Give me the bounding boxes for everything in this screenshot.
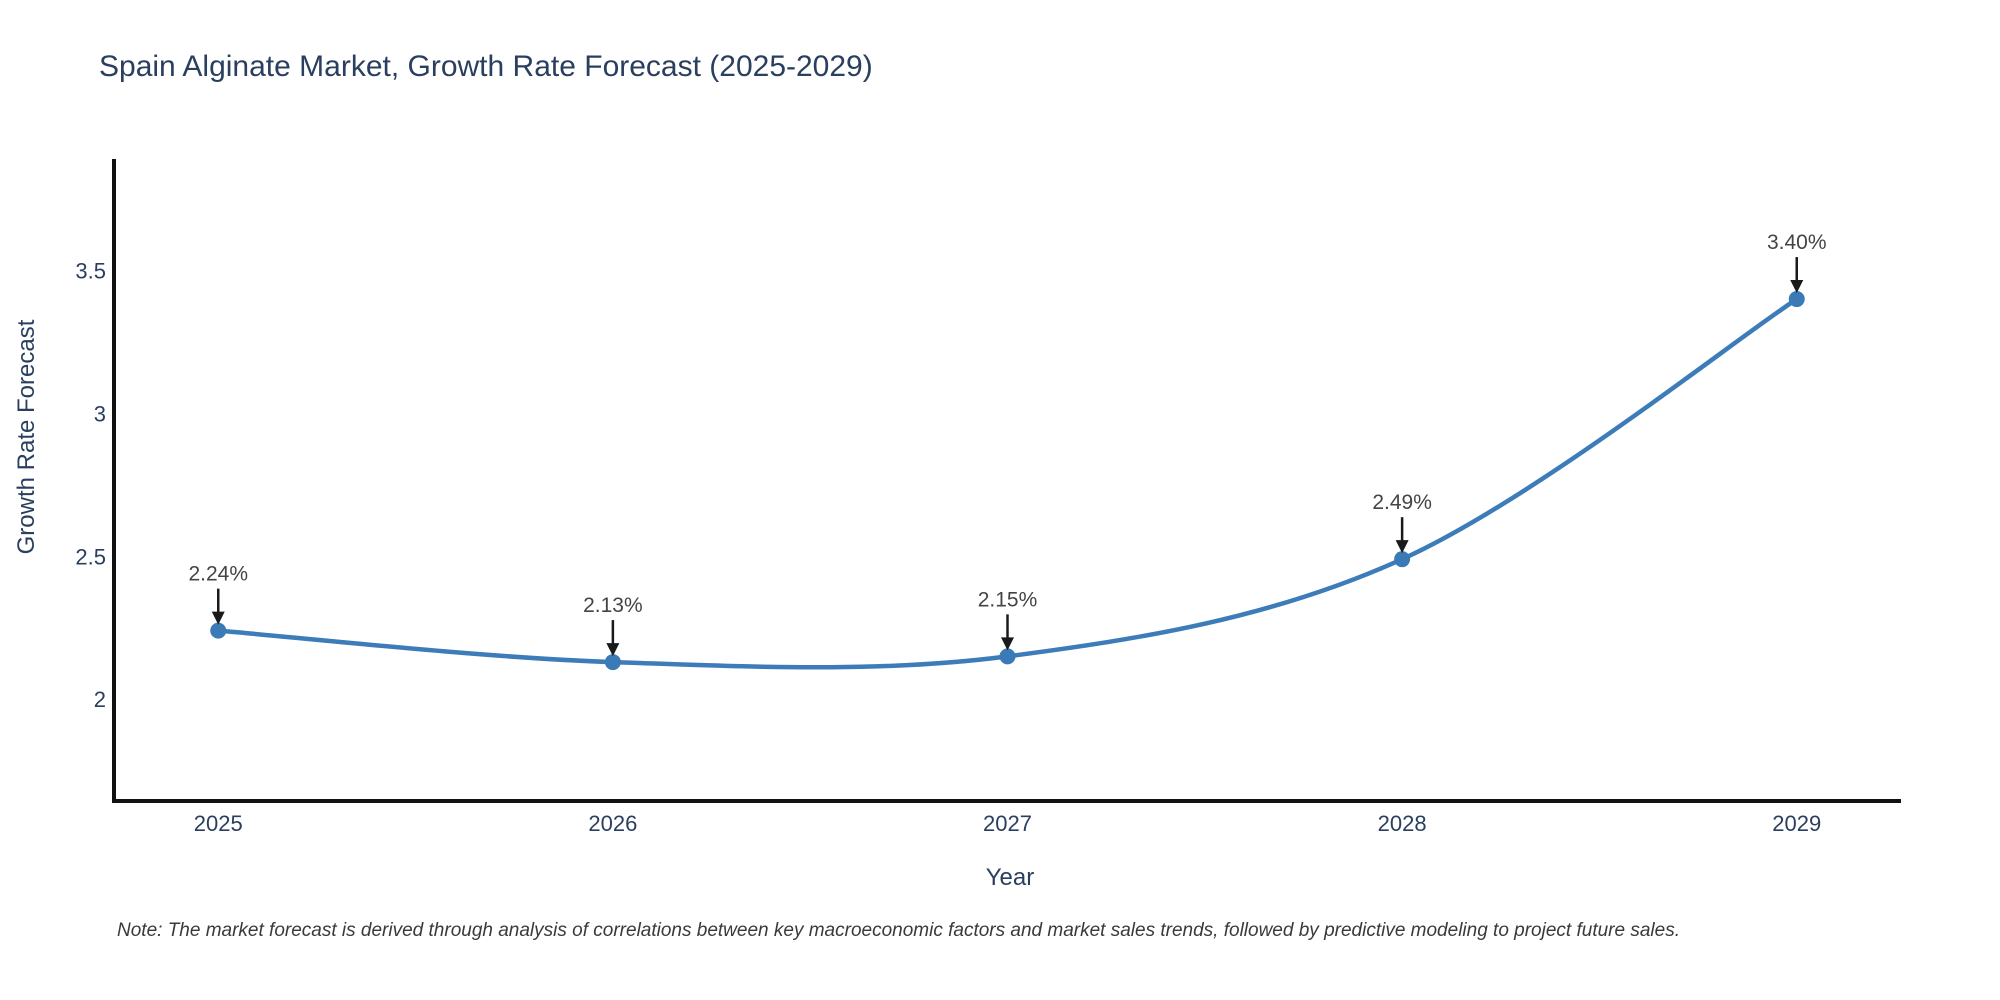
chart-title: Spain Alginate Market, Growth Rate Forec…: [99, 50, 873, 83]
data-point-marker: [210, 622, 227, 639]
annotation-arrowhead: [606, 643, 620, 657]
data-point-marker: [999, 648, 1016, 665]
x-tick-label: 2028: [1378, 811, 1427, 836]
y-tick-label: 3.5: [75, 258, 106, 283]
y-tick-label: 2: [94, 687, 106, 712]
x-tick-label: 2029: [1772, 811, 1821, 836]
annotation-arrowhead: [1790, 280, 1804, 294]
data-point-label: 2.15%: [978, 588, 1038, 611]
y-tick-label: 3: [94, 401, 106, 426]
annotation-arrowhead: [1001, 637, 1014, 651]
data-point-marker: [1394, 551, 1411, 568]
footnote: Note: The market forecast is derived thr…: [117, 920, 1680, 941]
y-tick-label: 2.5: [75, 544, 106, 569]
forecast-line: [216, 296, 1799, 670]
data-point-label: 3.40%: [1767, 231, 1827, 254]
y-axis-title: Growth Rate Forecast: [13, 319, 40, 555]
x-tick-label: 2026: [588, 811, 637, 836]
x-tick-label: 2027: [983, 811, 1032, 836]
data-point-marker: [1788, 291, 1805, 308]
data-point-label: 2.13%: [583, 594, 643, 617]
x-axis-title: Year: [985, 864, 1035, 891]
data-point-label: 2.49%: [1372, 491, 1432, 514]
x-tick-label: 2025: [194, 811, 243, 836]
data-point-label: 2.24%: [188, 563, 248, 586]
data-point-marker: [604, 654, 621, 671]
annotation-arrowhead: [1395, 540, 1409, 554]
annotation-arrowhead: [211, 611, 225, 625]
